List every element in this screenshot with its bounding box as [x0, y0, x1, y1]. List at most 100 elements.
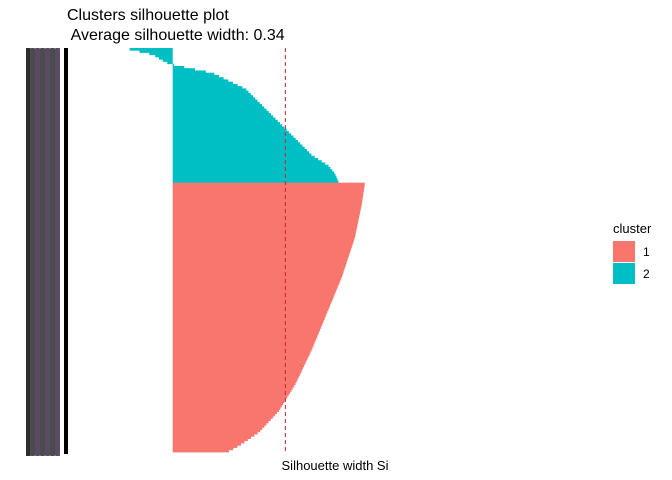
silhouette-bar-cluster-1: [172, 371, 301, 374]
tick-label-strip: [40, 48, 45, 456]
silhouette-bar-cluster-1: [172, 202, 362, 206]
tick-label-strip: [30, 48, 35, 456]
silhouette-bar-cluster-1: [172, 375, 299, 379]
silhouette-bar-cluster-1: [172, 330, 320, 334]
legend: cluster 1 2: [613, 221, 652, 284]
silhouette-bar-cluster-2: [172, 122, 280, 125]
silhouette-bar-cluster-1: [172, 189, 364, 193]
silhouette-bar-cluster-1: [172, 182, 365, 186]
silhouette-bar-cluster-2: [172, 74, 219, 78]
silhouette-bar-cluster-2: [172, 140, 298, 143]
silhouette-bar-cluster-2: [172, 180, 339, 184]
silhouette-bar-cluster-2: [172, 104, 262, 107]
silhouette-bar-cluster-1: [172, 200, 363, 204]
silhouette-bar-cluster-1: [172, 243, 353, 246]
silhouette-bar-cluster-2: [172, 151, 310, 154]
silhouette-bar-cluster-2: [172, 178, 338, 181]
silhouette-bar-cluster-1: [172, 445, 238, 448]
silhouette-bar-cluster-1: [172, 299, 333, 303]
silhouette-bar-cluster-1: [172, 236, 355, 240]
silhouette-bar-cluster-1: [172, 438, 248, 442]
silhouette-bar-cluster-1: [172, 187, 365, 190]
silhouette-bar-cluster-1: [172, 368, 302, 372]
silhouette-bar-cluster-2: [172, 77, 224, 80]
silhouette-bar-cluster-2: [172, 81, 233, 85]
silhouette-bar-cluster-1: [172, 425, 265, 428]
silhouette-bar-cluster-1: [172, 427, 263, 430]
silhouette-bar-cluster-1: [172, 258, 348, 262]
silhouette-bar-cluster-2: [172, 65, 185, 69]
silhouette-bar-cluster-1: [172, 391, 291, 395]
silhouette-bar-cluster-2: [172, 126, 285, 130]
silhouette-bar-cluster-1: [172, 263, 346, 267]
silhouette-bar-cluster-1: [172, 312, 327, 316]
silhouette-bar-cluster-2: [172, 169, 333, 172]
silhouette-bar-cluster-1: [172, 279, 341, 282]
silhouette-bar-cluster-1: [172, 207, 361, 210]
silhouette-bar-cluster-1: [172, 241, 354, 244]
silhouette-bar-cluster-1: [172, 261, 347, 264]
silhouette-bar-cluster-1: [172, 449, 230, 453]
silhouette-bar-cluster-2: [172, 124, 283, 127]
silhouette-bar-cluster-2: [172, 149, 307, 152]
silhouette-bar-cluster-1: [172, 333, 319, 336]
silhouette-bar-cluster-1: [172, 281, 340, 285]
silhouette-bar-cluster-1: [172, 346, 313, 350]
silhouette-bar-cluster-1: [172, 436, 252, 439]
silhouette-bar-cluster-1: [172, 252, 350, 255]
silhouette-bar-cluster-2: [172, 79, 229, 83]
silhouette-bar-cluster-1: [172, 382, 296, 386]
silhouette-bar-cluster-2: [172, 155, 315, 159]
silhouette-bar-cluster-1: [172, 315, 326, 318]
silhouette-bar-cluster-2: [172, 88, 247, 92]
silhouette-bar-cluster-1: [172, 319, 324, 323]
silhouette-bar-cluster-1: [172, 393, 289, 397]
silhouette-bar-cluster-1: [172, 214, 360, 217]
silhouette-bar-cluster-1: [172, 294, 334, 298]
tick-label-strip: [45, 48, 50, 456]
silhouette-bar-cluster-2: [172, 173, 336, 177]
silhouette-bar-cluster-1: [172, 348, 312, 352]
silhouette-bar-cluster-2: [172, 68, 196, 71]
silhouette-bar-cluster-1: [172, 285, 338, 289]
silhouette-bar-cluster-2: [162, 59, 173, 62]
silhouette-bar-cluster-1: [172, 409, 279, 412]
silhouette-bar-cluster-1: [172, 232, 356, 235]
chart-title-block: Clusters silhouette plot Average silhoue…: [67, 6, 467, 46]
silhouette-bar-cluster-1: [172, 310, 328, 314]
silhouette-bar-cluster-1: [172, 196, 363, 199]
silhouette-bar-cluster-1: [172, 344, 314, 347]
silhouette-bar-cluster-1: [172, 355, 309, 359]
silhouette-bar-cluster-1: [172, 335, 318, 338]
silhouette-bar-cluster-1: [172, 324, 322, 327]
silhouette-bar-cluster-2: [172, 117, 276, 121]
silhouette-bar-cluster-1: [172, 274, 343, 278]
silhouette-bar-cluster-2: [172, 90, 249, 94]
chart-title: Clusters silhouette plot: [67, 7, 229, 24]
silhouette-bar-cluster-1: [172, 342, 315, 345]
silhouette-bar-cluster-2: [172, 131, 289, 134]
silhouette-bar-cluster-1: [172, 205, 362, 208]
silhouette-bar-cluster-1: [172, 411, 277, 415]
silhouette-bar-cluster-2: [172, 164, 329, 168]
silhouette-bar-cluster-2: [172, 106, 265, 109]
silhouette-bar-cluster-2: [172, 63, 175, 67]
tick-label-strip: [26, 48, 30, 456]
silhouette-bar-cluster-1: [172, 339, 316, 343]
silhouette-bar-cluster-2: [172, 92, 251, 96]
tick-label-strip: [35, 48, 40, 456]
tick-label-strip: [55, 48, 60, 456]
silhouette-bar-cluster-1: [172, 422, 267, 426]
silhouette-bar-cluster-1: [172, 357, 308, 361]
silhouette-bar-cluster-1: [172, 238, 355, 242]
silhouette-bar-cluster-2: [172, 162, 326, 166]
silhouette-bar-cluster-2: [172, 171, 335, 175]
silhouette-bar-cluster-1: [172, 400, 285, 404]
silhouette-bar-cluster-1: [172, 245, 352, 249]
silhouette-bar-cluster-1: [172, 283, 339, 287]
silhouette-bar-cluster-2: [172, 110, 269, 114]
silhouette-bar-cluster-1: [172, 216, 360, 219]
chart-subtitle: Average silhouette width: 0.34: [67, 27, 285, 44]
silhouette-bar-cluster-1: [172, 256, 349, 260]
silhouette-bar-cluster-1: [172, 351, 311, 354]
